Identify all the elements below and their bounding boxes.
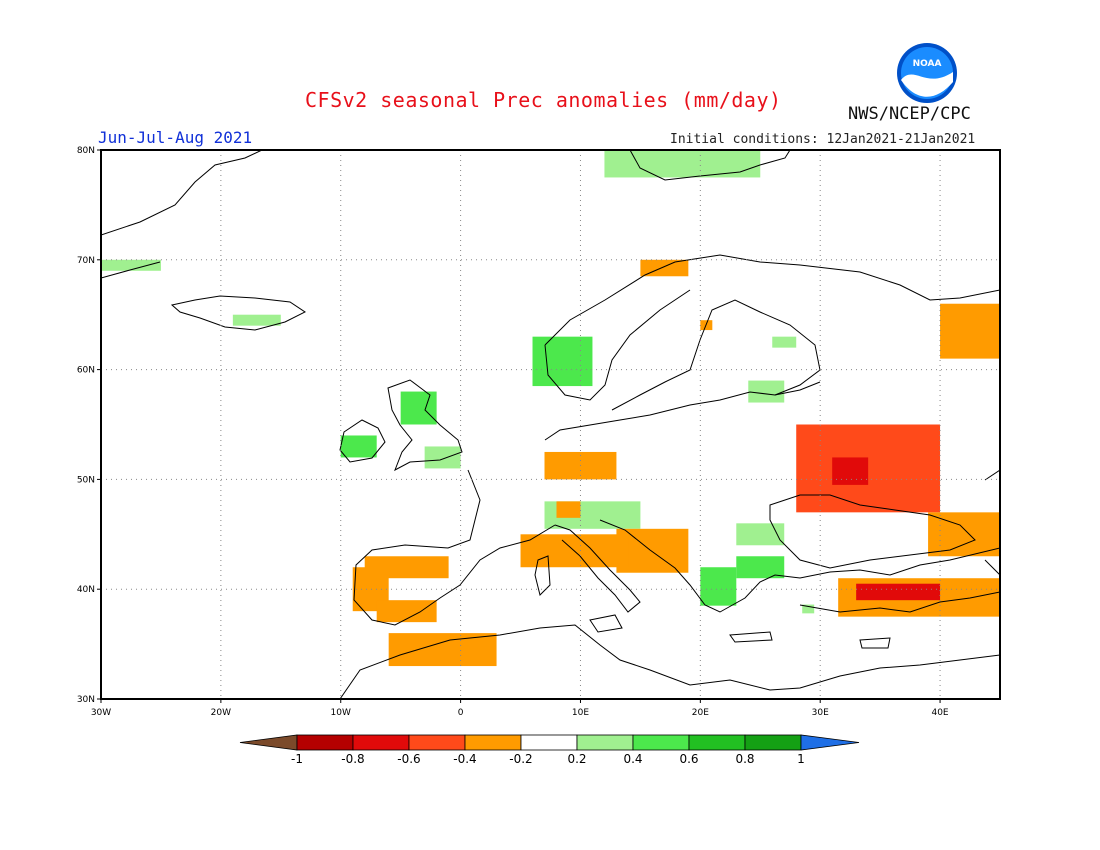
colorbar-segment [408,734,466,751]
colorbar-tick-label: -0.6 [397,752,420,766]
anomaly-region-ukraine-core [832,457,869,485]
anomaly-region-spain-south [376,600,437,623]
colorbar-tick-label: 0.8 [735,752,754,766]
colorbar-tick-label: -1 [291,752,303,766]
anomaly-region-greece [700,567,737,606]
anomaly-region-turkey-core [856,583,941,601]
colorbar-tick-label: 0.6 [679,752,698,766]
anomaly-region-romania [736,523,785,546]
tick-label-x: 30E [812,708,829,718]
anomaly-region-russia-ne [940,303,1000,359]
tick-label-x: 30W [91,708,111,718]
colorbar-arrow-left [239,734,298,751]
colorbar-tick-label: -0.4 [453,752,476,766]
anomaly-region-bulgaria [736,556,785,579]
tick-label-x: 0 [458,708,464,718]
colorbar: -1 -0.8 -0.6 -0.4 -0.2 0.2 0.4 0.6 0.8 1 [239,734,860,766]
colorbar-tick-label: 0.4 [623,752,642,766]
noaa-logo-icon: NOAA [897,43,957,103]
logo-text: NOAA [913,59,942,69]
tick-label-y: 80N [77,146,95,156]
coastline-layer [101,150,1000,699]
tick-label-y: 40N [77,585,95,595]
chart-title: CFSv2 seasonal Prec anomalies (mm/day) [305,88,782,112]
anomaly-region-turkey-spot [802,604,815,614]
colorbar-segment [296,734,354,751]
tick-label-x: 10E [572,708,589,718]
anomaly-region-caucasus [928,512,1000,557]
tick-label-y: 50N [77,475,95,485]
anomaly-region-finland [772,336,797,348]
colorbar-segment [576,734,634,751]
colorbar-arrow-right [800,734,860,751]
anomaly-region-england [424,446,461,469]
colorbar-segment [352,734,410,751]
anomaly-region-morocco [388,633,497,667]
season-label: Jun-Jul-Aug 2021 [98,128,253,147]
tick-label-y: 60N [77,366,95,376]
initial-conditions-label: Initial conditions: 12Jan2021-21Jan2021 [670,132,976,147]
tick-label-x: 20E [692,708,709,718]
tick-label-x: 20W [211,708,231,718]
colorbar-tick-label: -0.2 [509,752,532,766]
anomaly-region-greenland-east [101,259,161,271]
tick-label-x: 10W [331,708,351,718]
anomaly-region-iceland [232,314,281,326]
anomaly-region-scotland [400,391,437,425]
colorbar-segment [464,734,522,751]
colorbar-tick-label: 1 [797,752,805,766]
anomaly-region-ireland [340,435,377,458]
tick-label-x: 40E [931,708,948,718]
anomaly-region-france-east [556,501,581,518]
agency-label: NWS/NCEP/CPC [848,104,971,124]
colorbar-tick-label: 0.2 [567,752,586,766]
anomaly-region-baltic [748,380,785,403]
colorbar-segment [744,734,802,751]
axis-ticks: 30W 20W 10W 0 10E 20E 30E 40E 30N 40N 50N 60N 70N 80N [77,146,949,718]
colorbar-segment [688,734,746,751]
colorbar-segment [632,734,690,751]
tick-label-y: 70N [77,256,95,266]
anomaly-region-norway-west [532,336,593,387]
tick-label-y: 30N [77,695,95,705]
map-frame [100,149,1001,700]
colorbar-tick-label: -0.8 [341,752,364,766]
colorbar-segment [520,734,578,751]
anomaly-region-svalbard [604,150,761,178]
